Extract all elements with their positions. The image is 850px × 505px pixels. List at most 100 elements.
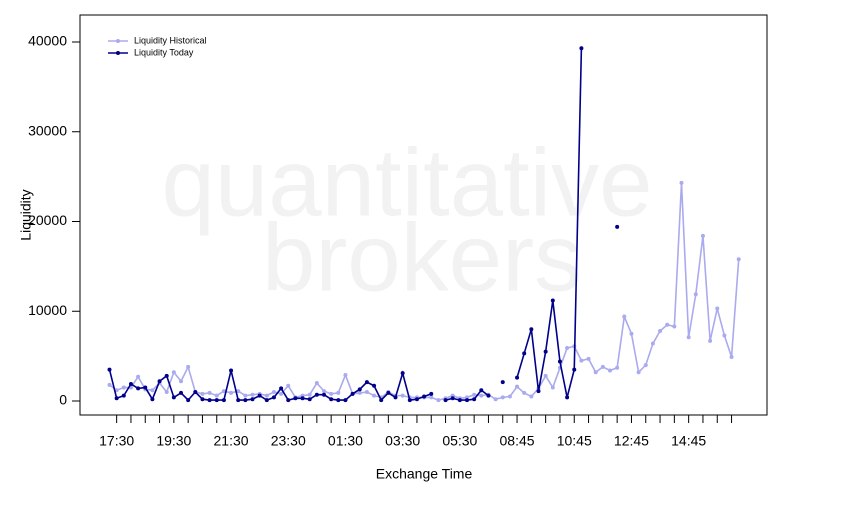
series-point xyxy=(136,386,141,391)
series-point xyxy=(572,367,577,372)
series-point xyxy=(164,373,169,378)
series-point xyxy=(279,386,284,391)
series-point xyxy=(329,397,334,402)
series-point xyxy=(350,391,355,396)
series-point xyxy=(364,390,369,395)
x-tick-label: 08:45 xyxy=(500,433,535,449)
series-point xyxy=(543,373,548,378)
x-tick-label: 17:30 xyxy=(99,433,134,449)
series-point xyxy=(507,394,512,399)
series-point xyxy=(357,390,362,395)
series-point xyxy=(529,394,534,399)
series-point xyxy=(322,389,326,394)
series-point xyxy=(565,346,570,351)
series-point xyxy=(357,387,362,392)
series-point xyxy=(429,395,434,400)
series-point xyxy=(457,398,462,403)
series-point xyxy=(179,390,183,395)
series-point xyxy=(522,390,527,395)
series-point xyxy=(286,398,291,403)
series-point xyxy=(429,391,434,396)
series-point xyxy=(672,324,677,329)
y-tick-label: 30000 xyxy=(28,122,67,138)
series-point xyxy=(736,257,741,262)
series-point xyxy=(679,180,684,185)
series-point xyxy=(157,379,162,384)
series-point xyxy=(286,383,291,388)
x-tick-label: 23:30 xyxy=(271,433,306,449)
series-point xyxy=(264,393,269,398)
series-point xyxy=(379,398,384,403)
series-point xyxy=(622,314,627,319)
y-tick-label: 40000 xyxy=(28,33,67,49)
series-point xyxy=(372,393,377,398)
series-point xyxy=(400,393,405,398)
series-point xyxy=(207,390,212,395)
series-point xyxy=(693,292,698,297)
series-point xyxy=(722,333,727,338)
series-point xyxy=(372,383,377,388)
series-point xyxy=(536,389,541,394)
series-point xyxy=(565,395,570,400)
series-point xyxy=(107,382,112,387)
series-point xyxy=(200,397,205,402)
x-tick-label: 10:45 xyxy=(557,433,592,449)
series-point xyxy=(708,338,713,343)
series-point xyxy=(479,388,484,393)
series-point xyxy=(164,390,169,395)
series-point xyxy=(229,390,234,395)
series-point xyxy=(436,398,441,403)
series-point xyxy=(250,392,255,397)
series-point xyxy=(307,397,312,402)
y-tick-label: 0 xyxy=(59,392,67,408)
series-point xyxy=(500,395,505,400)
series-point xyxy=(479,393,484,398)
series-point xyxy=(386,390,391,395)
x-tick-label: 03:30 xyxy=(385,433,420,449)
series-point xyxy=(329,391,334,396)
series-point xyxy=(615,365,620,370)
series-point xyxy=(658,328,663,333)
series-point xyxy=(200,391,205,396)
series-point xyxy=(550,298,555,303)
series-point xyxy=(729,355,734,360)
series-point xyxy=(643,363,648,368)
series-point xyxy=(493,397,498,402)
series-point xyxy=(364,380,369,385)
series-point xyxy=(121,393,126,398)
legend-point xyxy=(116,39,120,43)
series-point xyxy=(715,306,720,311)
series-point xyxy=(393,395,398,400)
watermark: quantitative xyxy=(161,129,652,236)
series-point xyxy=(243,398,248,403)
series-point xyxy=(529,327,534,332)
series-point xyxy=(407,398,412,403)
series-point xyxy=(579,46,584,51)
series-point xyxy=(221,398,226,403)
series-point xyxy=(236,398,241,403)
series-point xyxy=(650,341,655,346)
series-point xyxy=(314,381,319,386)
series-point xyxy=(615,224,620,229)
series-point xyxy=(593,370,598,375)
series-point xyxy=(600,364,605,369)
series-point xyxy=(221,389,226,394)
legend-label: Liquidity Historical xyxy=(134,35,207,45)
series-point xyxy=(700,233,705,238)
series-point xyxy=(114,396,119,401)
series-point xyxy=(271,395,276,400)
series-point xyxy=(586,356,591,361)
series-point xyxy=(171,395,176,400)
series-point xyxy=(207,398,212,403)
y-tick-label: 10000 xyxy=(28,302,67,318)
x-tick-label: 12:45 xyxy=(614,433,649,449)
series-point xyxy=(472,392,477,397)
legend-point xyxy=(116,51,120,55)
series-point xyxy=(550,385,555,390)
series-point xyxy=(543,349,548,354)
y-axis-label: Liquidity xyxy=(18,189,34,240)
series-point xyxy=(343,372,348,377)
series-point xyxy=(608,368,612,373)
series-point xyxy=(229,368,234,373)
